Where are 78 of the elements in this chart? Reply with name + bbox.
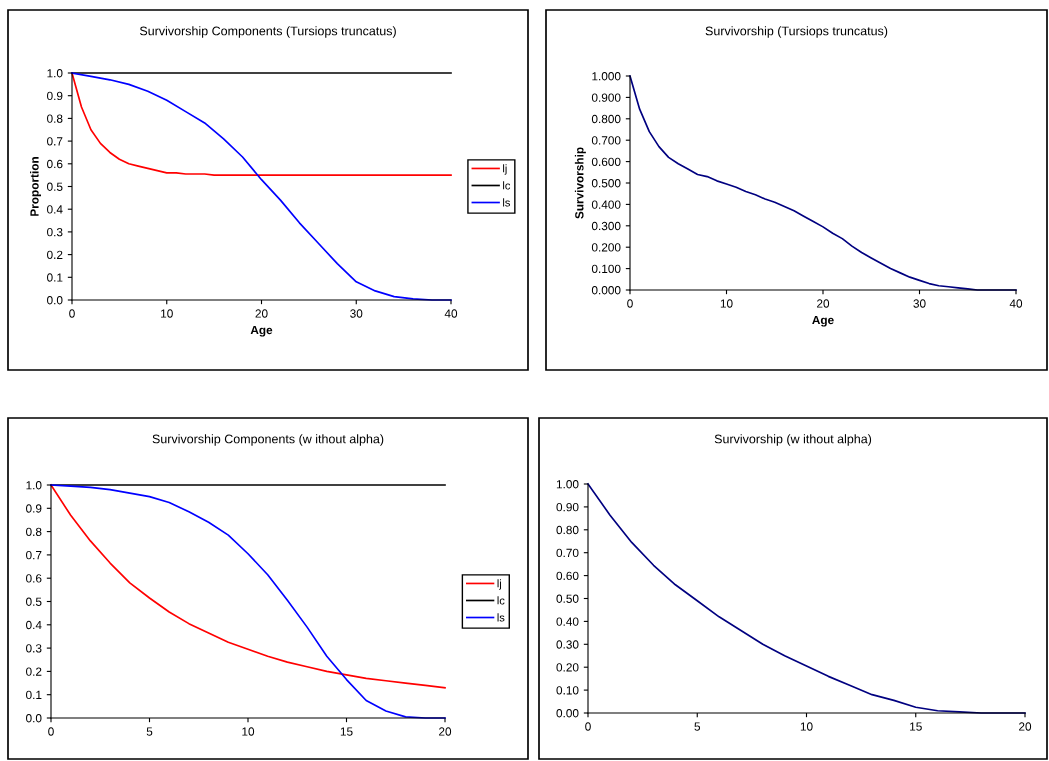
y-tick-label: 0.400 [591, 200, 621, 209]
y-tick-label: 0.7 [47, 137, 63, 146]
x-tick-label: 30 [913, 299, 926, 308]
chart-title: Survivorship Components (Tursiops truncatus) [139, 26, 396, 38]
legend-label: lj [503, 164, 507, 175]
x-tick-label: 40 [1009, 299, 1023, 308]
y-tick-label: 0.200 [591, 243, 621, 252]
legend-label: lc [503, 181, 511, 190]
y-tick-label: 0.4 [26, 620, 42, 630]
x-tick-label: 10 [720, 299, 733, 308]
x-tick-label: 0 [48, 727, 54, 736]
x-tick-label: 0 [69, 309, 75, 318]
y-tick-label: 0.3 [47, 227, 63, 237]
y-tick-label: 0.4 [47, 205, 63, 214]
y-tick-label: 0.50 [556, 594, 579, 603]
y-tick-label: 0.1 [47, 273, 63, 282]
y-tick-label: 1.0 [26, 481, 42, 490]
x-tick-label: 20 [255, 309, 268, 318]
y-tick-label: 0.60 [556, 571, 579, 580]
legend-label: lc [497, 596, 505, 605]
legend-label: lj [497, 579, 502, 590]
x-axis-title: Age [250, 325, 273, 337]
x-tick-label: 10 [161, 309, 173, 318]
legend-label: ls [497, 613, 505, 622]
y-tick-label: 0.800 [591, 114, 621, 124]
y-axis-title: Survivorship [574, 147, 586, 219]
x-tick-label: 10 [800, 722, 813, 731]
x-tick-label: 10 [242, 727, 255, 736]
y-tick-label: 0.1 [26, 690, 42, 700]
y-tick-label: 1.0 [47, 69, 63, 78]
y-tick-label: 0.700 [591, 136, 621, 145]
chart-title: Survivorship Components (w ithout alpha) [152, 434, 384, 446]
y-tick-label: 0.6 [26, 574, 42, 583]
y-tick-label: 0.5 [47, 182, 63, 191]
y-tick-label: 0.40 [556, 617, 579, 626]
y-tick-label: 0.500 [591, 179, 621, 188]
y-tick-label: 0.8 [47, 114, 63, 123]
y-tick-label: 0.2 [26, 667, 42, 676]
legend-label: ls [503, 198, 510, 207]
y-tick-label: 0.3 [26, 644, 42, 653]
y-tick-label: 0.70 [556, 548, 579, 558]
y-tick-label: 0.80 [556, 525, 579, 535]
y-tick-label: 0.0 [26, 714, 42, 723]
y-tick-label: 0.00 [556, 709, 579, 718]
y-tick-label: 0.8 [26, 527, 42, 536]
chart-title: Survivorship (w ithout alpha) [714, 434, 872, 446]
x-tick-label: 5 [146, 727, 153, 736]
y-tick-label: 0.300 [591, 221, 621, 231]
x-tick-label: 20 [439, 727, 452, 736]
y-tick-label: 0.600 [591, 157, 621, 166]
y-tick-label: 1.000 [592, 72, 621, 81]
y-tick-label: 0.100 [591, 264, 621, 273]
y-tick-label: 0.30 [556, 640, 579, 649]
x-tick-label: 20 [817, 299, 830, 308]
x-axis-title: Age [812, 315, 834, 327]
y-tick-label: 0.6 [47, 159, 63, 169]
y-tick-label: 0.5 [26, 597, 42, 606]
y-axis-title: Proportion [30, 157, 42, 216]
y-tick-label: 0.2 [47, 250, 63, 259]
y-tick-label: 0.000 [591, 286, 621, 295]
x-tick-label: 40 [444, 309, 458, 318]
x-tick-label: 30 [350, 309, 363, 318]
chart-title: Survivorship (Tursiops truncatus) [705, 26, 888, 38]
x-tick-label: 5 [694, 722, 701, 731]
y-tick-label: 0.9 [26, 504, 42, 513]
x-tick-label: 15 [340, 727, 353, 736]
y-tick-label: 0.0 [47, 296, 63, 305]
x-tick-label: 20 [1019, 722, 1032, 731]
y-tick-label: 1.00 [556, 480, 579, 489]
y-tick-label: 0.900 [591, 93, 621, 102]
y-tick-label: 0.90 [556, 502, 579, 512]
y-tick-label: 0.7 [26, 550, 42, 560]
y-tick-label: 0.10 [556, 686, 579, 695]
x-tick-label: 0 [627, 299, 633, 308]
y-tick-label: 0.9 [47, 91, 63, 101]
x-tick-label: 0 [585, 722, 591, 731]
y-tick-label: 0.20 [556, 663, 579, 672]
x-tick-label: 15 [910, 722, 922, 731]
